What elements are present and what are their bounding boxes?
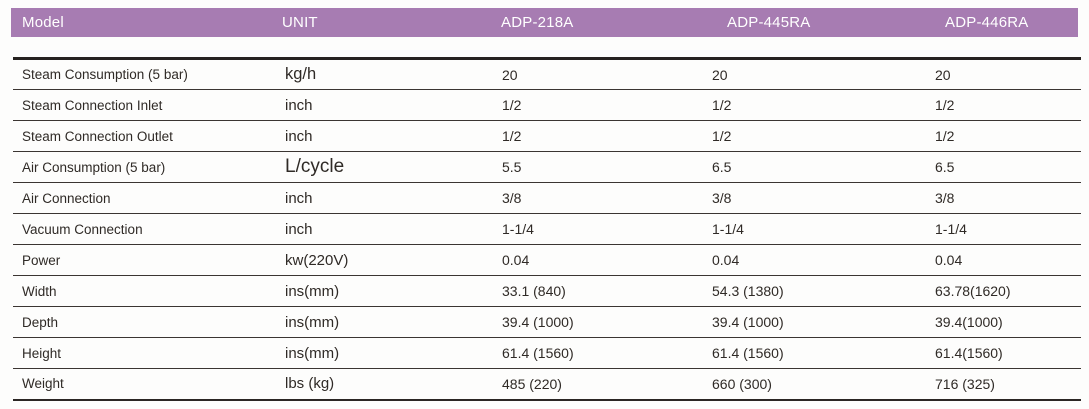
row-value: 0.04: [500, 244, 710, 276]
table-row: Height ins(mm) 61.4 (1560) 61.4 (1560) 61.4(…: [13, 337, 1081, 369]
row-label: Weight: [13, 368, 283, 400]
row-value: 716 (325): [933, 368, 1081, 400]
row-label: Power: [13, 244, 283, 276]
row-label: Steam Consumption (5 bar): [22, 67, 188, 82]
row-value: 1/2: [933, 120, 1081, 152]
row-unit: kw(220V): [283, 244, 500, 276]
row-unit: inch: [283, 120, 500, 152]
row-unit: ins(mm): [283, 275, 500, 307]
header-column-model-1: ADP-218A: [501, 14, 574, 31]
row-label: Air Consumption (5 bar): [13, 151, 283, 183]
row-value: 1/2: [710, 89, 933, 121]
row-value: 33.1 (840): [500, 275, 710, 307]
row-value: 0.04: [710, 244, 933, 276]
row-value: 20: [712, 66, 728, 83]
row-unit: inch: [283, 182, 500, 214]
row-value: 61.4 (1560): [500, 337, 710, 369]
row-value: 1-1/4: [933, 213, 1081, 245]
row-value: 1-1/4: [710, 213, 933, 245]
row-unit: L/cycle: [283, 151, 500, 183]
row-unit: inch: [283, 89, 500, 121]
row-value: 20: [502, 66, 518, 83]
spec-table-body: Steam Consumption (5 bar) kg/h 20 20 20 Steam…: [13, 59, 1081, 400]
row-value: 1/2: [710, 120, 933, 152]
row-value: 39.4 (1000): [710, 306, 933, 338]
row-label: Vacuum Connection: [13, 213, 283, 245]
row-value: 1-1/4: [500, 213, 710, 245]
row-unit: ins(mm): [283, 337, 500, 369]
row-value: 39.4 (1000): [500, 306, 710, 338]
table-row: Vacuum Connection inch 1-1/4 1-1/4 1-1/4: [13, 213, 1081, 245]
row-unit: lbs (kg): [283, 368, 500, 400]
row-value: 3/8: [933, 182, 1081, 214]
table-row: Depth ins(mm) 39.4 (1000) 39.4 (1000) 39.4(1…: [13, 306, 1081, 338]
row-value: 3/8: [710, 182, 933, 214]
table-row: Weight lbs (kg) 485 (220) 660 (300) 716 (325…: [13, 368, 1081, 400]
row-unit: kg/h: [285, 65, 317, 83]
row-label: Height: [13, 337, 283, 369]
table-row: Steam Connection Inlet inch 1/2 1/2 1/2: [13, 89, 1081, 121]
row-value: 6.5: [710, 151, 933, 183]
header-model-label: Model: [22, 14, 64, 31]
row-value: 3/8: [500, 182, 710, 214]
row-label: Steam Connection Inlet: [13, 89, 283, 121]
row-value: 61.4 (1560): [710, 337, 933, 369]
row-value: 485 (220): [500, 368, 710, 400]
table-row: Air Connection inch 3/8 3/8 3/8: [13, 182, 1081, 214]
row-value: 0.04: [933, 244, 1081, 276]
row-value: 1/2: [933, 89, 1081, 121]
row-unit: ins(mm): [283, 306, 500, 338]
row-label: Depth: [13, 306, 283, 338]
table-row: Power kw(220V) 0.04 0.04 0.04: [13, 244, 1081, 276]
header-column-model-2: ADP-445RA: [727, 14, 811, 31]
row-value: 1/2: [500, 89, 710, 121]
table-row: Steam Consumption (5 bar) kg/h 20 20 20: [13, 59, 1081, 90]
row-label: Steam Connection Outlet: [13, 120, 283, 152]
row-unit: inch: [283, 213, 500, 245]
row-value: 660 (300): [710, 368, 933, 400]
header-unit-label: UNIT: [282, 14, 318, 31]
row-value: 61.4(1560): [933, 337, 1081, 369]
row-value: 39.4(1000): [933, 306, 1081, 338]
row-value: 1/2: [500, 120, 710, 152]
spec-table: Steam Consumption (5 bar) kg/h 20 20 20 Steam…: [13, 57, 1081, 401]
row-value: 20: [935, 66, 951, 83]
row-value: 54.3 (1380): [710, 275, 933, 307]
row-label: Width: [13, 275, 283, 307]
row-value: 5.5: [500, 151, 710, 183]
header-column-model-3: ADP-446RA: [945, 14, 1029, 31]
table-row: Width ins(mm) 33.1 (840) 54.3 (1380) 63.78(1…: [13, 275, 1081, 307]
table-row: Air Consumption (5 bar) L/cycle 5.5 6.5 6.5: [13, 151, 1081, 183]
row-value: 6.5: [933, 151, 1081, 183]
table-header-bar: Model UNIT ADP-218A ADP-445RA ADP-446RA: [11, 8, 1078, 37]
row-label: Air Connection: [13, 182, 283, 214]
table-row: Steam Connection Outlet inch 1/2 1/2 1/2: [13, 120, 1081, 152]
row-value: 63.78(1620): [933, 275, 1081, 307]
